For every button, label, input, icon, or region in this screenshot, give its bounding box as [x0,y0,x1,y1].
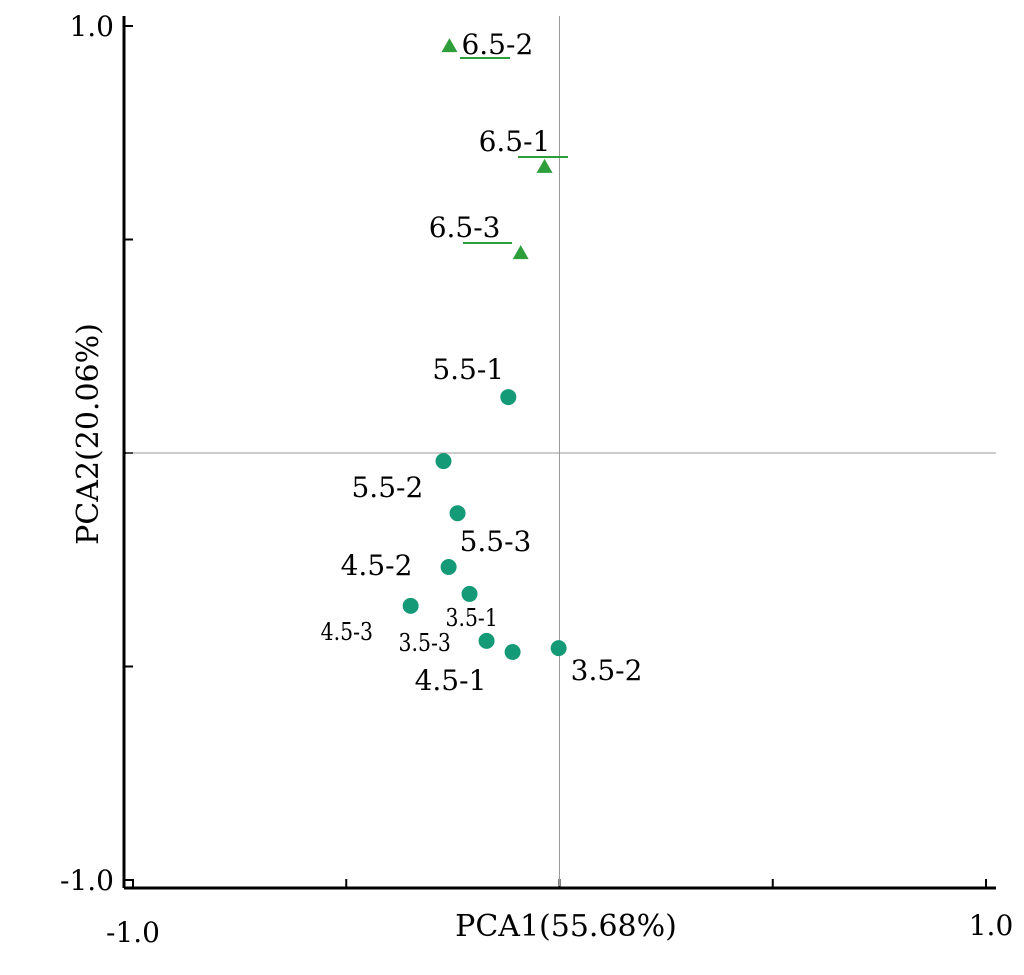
axes: 1.0 -1.0 -1.0 1.0 [60,10,1013,949]
circle-point [449,505,466,522]
circle-point [550,640,567,657]
point-label: 6.5-2 [461,28,533,61]
circle-point [461,585,478,602]
point-label: 4.5-3 [321,618,373,646]
triangle-point [536,158,553,173]
circle-point [500,389,517,406]
data-points [402,38,567,660]
point-label: 3.5-2 [571,654,643,687]
point-label: 3.5-3 [399,629,451,657]
triangle-point [441,38,458,53]
circle-point [504,643,521,660]
circle-point [478,632,495,649]
point-labels: 6.5-2 6.5-1 6.5-3 5.5-1 5.5-2 5.5-3 4.5-2 3.5-1… [321,28,643,697]
x-axis-title: PCA1(55.68%) [455,909,677,944]
point-label: 5.5-3 [460,525,532,558]
point-label: 5.5-2 [351,471,423,504]
point-label: 6.5-3 [429,211,501,244]
circle-point [440,559,457,576]
circle-point [435,453,452,470]
x-tick-label: -1.0 [106,916,160,949]
reference-lines [126,16,996,886]
triangle-point [512,245,529,260]
circle-point [402,597,419,614]
point-label: 4.5-2 [341,549,413,582]
point-label: 6.5-1 [479,125,551,158]
point-label: 5.5-1 [432,353,504,386]
point-label: 4.5-1 [415,664,487,697]
y-tick-label: -1.0 [60,864,114,897]
x-tick-label: 1.0 [969,909,1014,942]
y-axis-title: PCA2(20.06%) [71,323,106,545]
y-tick-label: 1.0 [69,10,114,43]
point-label: 3.5-1 [446,604,498,632]
